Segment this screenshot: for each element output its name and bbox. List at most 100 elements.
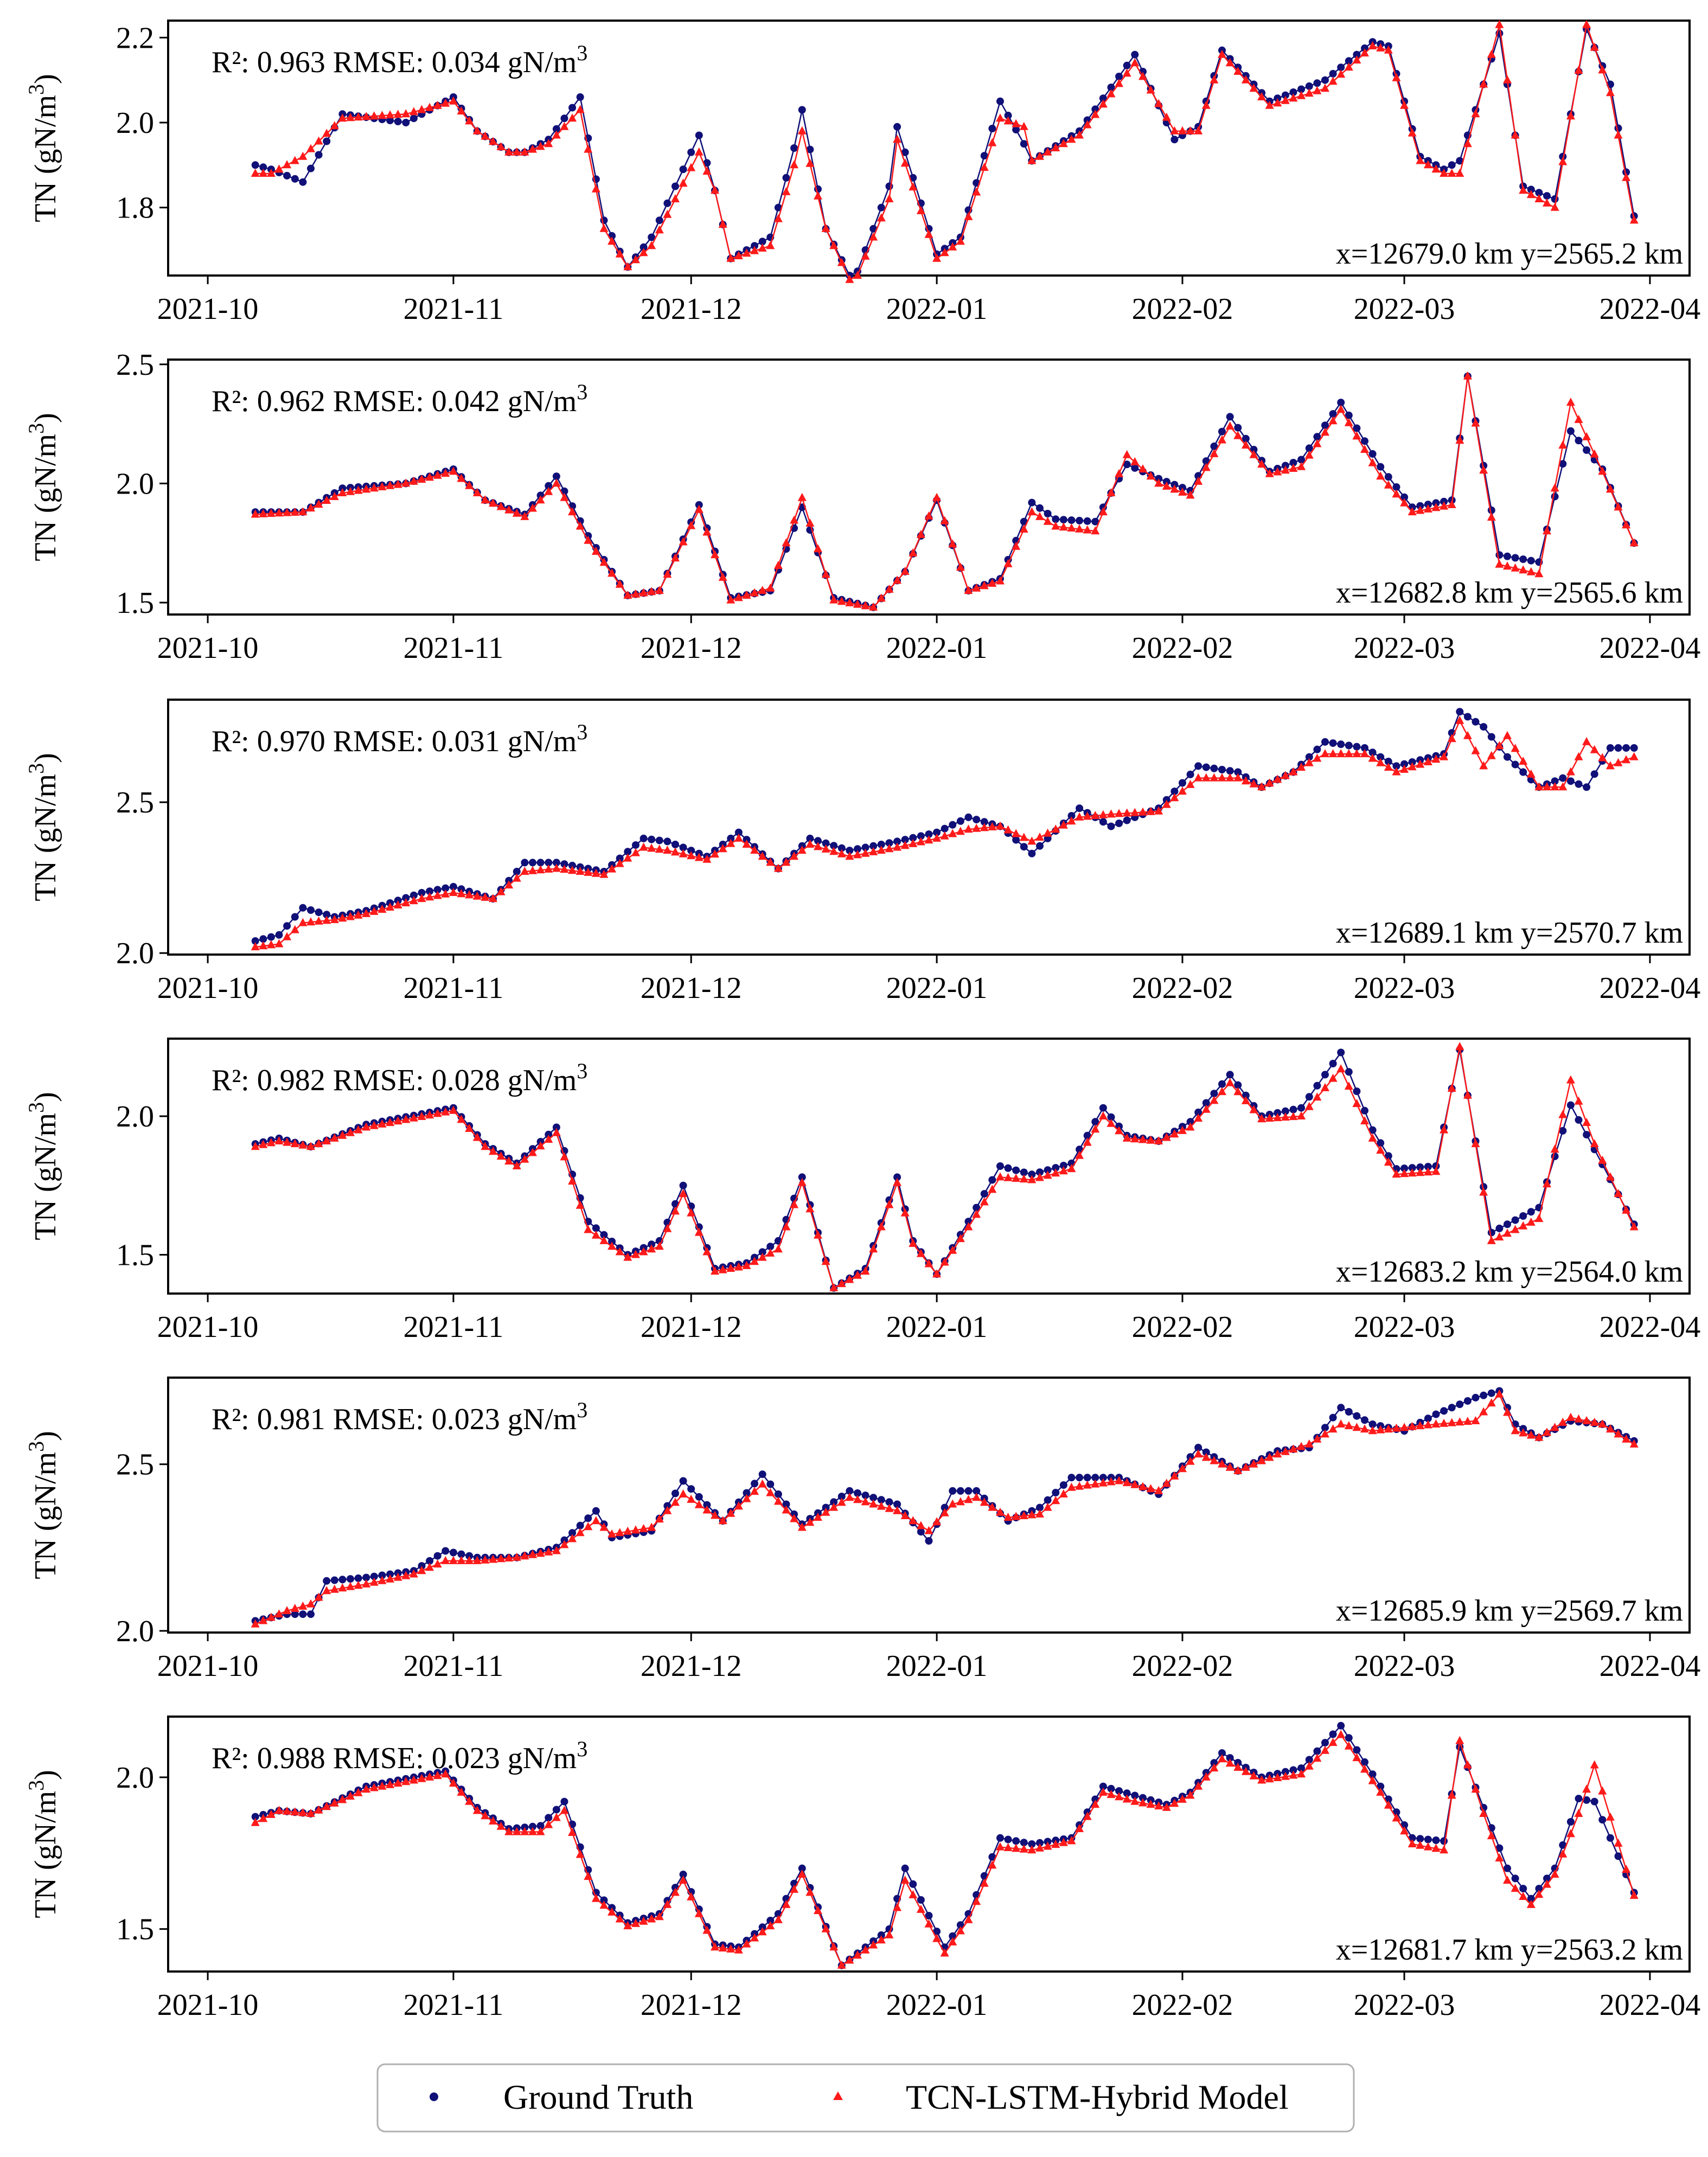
ground-truth-point [837, 844, 846, 852]
model-point [346, 1128, 355, 1136]
model-point [393, 1116, 402, 1125]
ground-truth-point [830, 842, 838, 850]
model-point [1091, 526, 1100, 535]
model-point [378, 111, 387, 119]
model-point [1534, 569, 1544, 578]
model-point [1225, 1078, 1234, 1086]
model-point [1376, 1425, 1385, 1433]
model-point [1281, 771, 1290, 779]
ground-truth-point [1036, 1168, 1044, 1176]
model-point [489, 1816, 497, 1825]
ground-truth-point [1170, 788, 1179, 796]
model-point [924, 1259, 933, 1268]
ground-truth-point [568, 104, 577, 112]
ground-truth-point [529, 1822, 536, 1830]
y-tick-label: 2.0 [116, 467, 154, 501]
ground-truth-point [925, 830, 933, 839]
ground-truth-point [933, 1928, 941, 1936]
ground-truth-point [758, 1248, 766, 1256]
model-point [259, 169, 268, 177]
model-point [1550, 483, 1559, 492]
model-point [1138, 1798, 1147, 1807]
model-point [996, 1172, 1005, 1181]
model-point [1091, 811, 1100, 820]
model-point [845, 852, 854, 860]
ground-truth-point [251, 937, 259, 945]
model-point [1471, 1784, 1480, 1793]
model-point [924, 1919, 933, 1928]
ground-truth-point [1067, 812, 1076, 820]
x-tick-label: 2021-11 [404, 631, 504, 665]
ground-truth-point [988, 1176, 996, 1184]
ground-truth-point [663, 837, 671, 846]
model-point [615, 859, 624, 867]
ground-truth-point [893, 837, 901, 846]
model-point [552, 130, 561, 139]
model-point [1321, 1083, 1329, 1091]
model-point [584, 144, 593, 153]
model-point [298, 1808, 308, 1816]
model-point [1328, 1073, 1338, 1082]
model-point [837, 597, 846, 605]
model-point [338, 913, 347, 922]
model-point [1027, 507, 1037, 516]
model-point [433, 891, 442, 899]
model-point [900, 1208, 910, 1217]
model-point [1392, 1169, 1401, 1178]
ground-truth-point [442, 1547, 450, 1555]
model-point [1201, 773, 1211, 782]
model-point [1566, 767, 1575, 776]
model-point [1605, 1172, 1615, 1181]
model-point [496, 1821, 506, 1830]
model-point [988, 1185, 997, 1193]
model-point [1558, 782, 1568, 791]
model-point [750, 588, 759, 597]
model-point [536, 495, 545, 504]
ground-truth-point [1305, 1093, 1313, 1101]
ground-truth-point [679, 843, 687, 852]
ground-truth-point [1107, 1784, 1115, 1793]
ground-truth-point [1408, 758, 1416, 766]
model-point [449, 466, 458, 475]
model-point [449, 1556, 458, 1564]
ground-truth-point [1281, 1107, 1289, 1115]
ground-truth-point [386, 1570, 394, 1578]
ground-truth-point [639, 834, 648, 842]
model-point [591, 547, 600, 555]
model-point [1487, 1831, 1496, 1840]
ground-truth-point [996, 97, 1004, 105]
model-point [1400, 764, 1409, 773]
model-point [996, 1507, 1005, 1516]
model-point [940, 1257, 949, 1266]
ground-truth-point [917, 832, 925, 840]
model-point [1471, 1139, 1480, 1148]
model-point [1495, 20, 1504, 28]
ground-truth-point [846, 1487, 854, 1495]
model-point [1115, 79, 1124, 87]
model-point [251, 942, 260, 951]
ground-truth-point [1028, 1170, 1036, 1179]
ground-truth-point [1440, 1837, 1448, 1845]
model-point [1479, 761, 1488, 770]
model-point [1225, 58, 1234, 67]
model-point [552, 1128, 561, 1136]
model-point [472, 488, 482, 496]
model-point [1194, 126, 1203, 135]
model-point [528, 144, 537, 153]
model-point [1384, 763, 1393, 771]
model-point [1122, 1133, 1131, 1142]
model-point [1408, 128, 1417, 137]
model-point [481, 131, 490, 140]
ground-truth-point [1463, 1397, 1472, 1405]
legend: Ground Truth TCN-LSTM-Hybrid Model [376, 2063, 1355, 2133]
model-point [916, 206, 925, 214]
model-point [362, 1122, 371, 1131]
model-point [607, 568, 617, 577]
model-point [607, 864, 617, 873]
model-point [821, 1924, 830, 1932]
y-axis-label-superscript: 3 [24, 763, 48, 774]
model-point [1463, 371, 1472, 380]
model-point [1059, 139, 1068, 148]
model-point [1162, 1132, 1171, 1141]
model-point [1431, 1419, 1441, 1428]
